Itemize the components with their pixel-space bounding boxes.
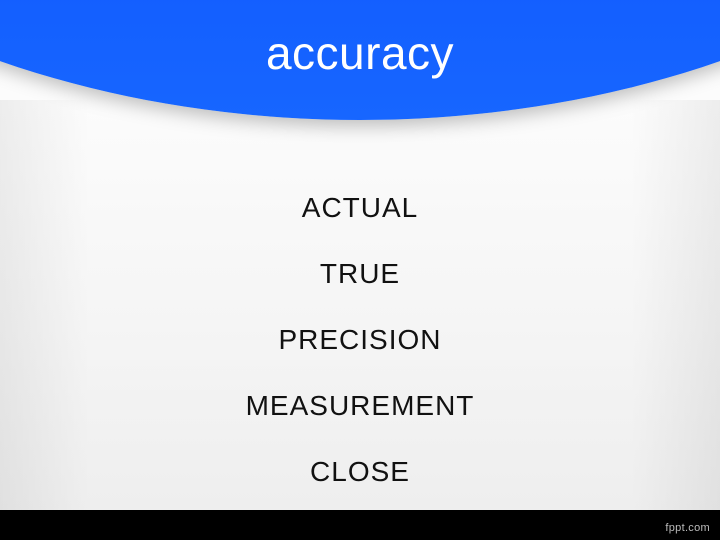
list-item: TRUE: [0, 258, 720, 290]
slide-title: accuracy: [0, 26, 720, 80]
list-item: ACTUAL: [0, 192, 720, 224]
list-item: CLOSE: [0, 456, 720, 488]
footer-text: fppt.com: [665, 522, 710, 534]
slide: accuracy ACTUAL TRUE PRECISION MEASUREME…: [0, 0, 720, 540]
list-item: PRECISION: [0, 324, 720, 356]
footer-bar: fppt.com: [0, 510, 720, 540]
content-list: ACTUAL TRUE PRECISION MEASUREMENT CLOSE: [0, 158, 720, 522]
list-item: MEASUREMENT: [0, 390, 720, 422]
